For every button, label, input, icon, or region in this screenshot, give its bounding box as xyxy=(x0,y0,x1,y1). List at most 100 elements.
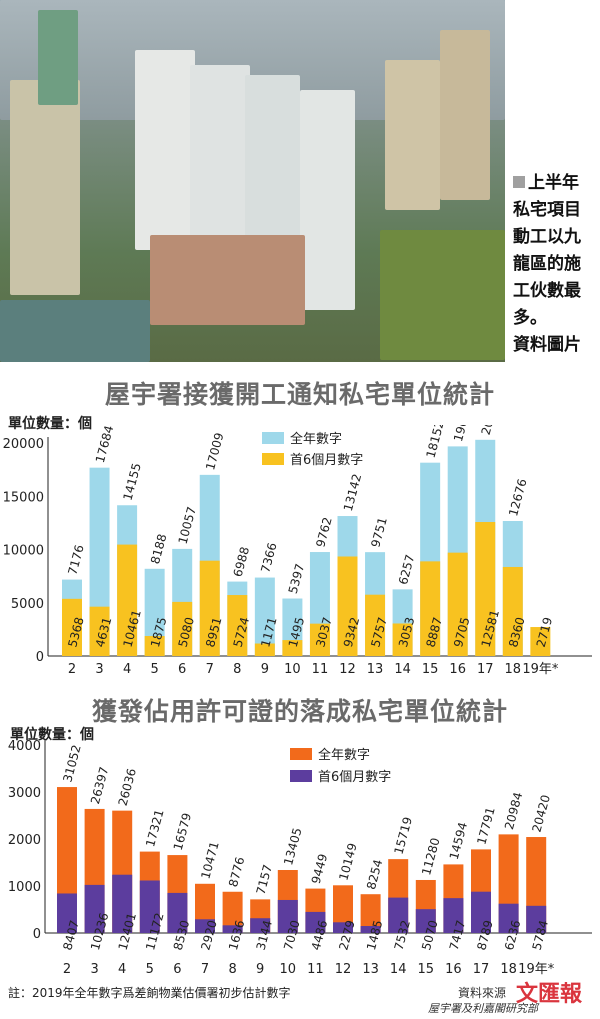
x-tick-label: 17 xyxy=(477,662,494,677)
x-tick-label: 3 xyxy=(95,662,103,677)
footnote: 註：2019年全年數字爲差餉物業估價署初步估計數字 xyxy=(8,986,291,1000)
bar-first-half xyxy=(84,884,105,933)
x-tick-label: 14 xyxy=(390,962,407,977)
legend-label-full-year: 全年數字 xyxy=(318,747,370,763)
bar-first-half xyxy=(57,893,77,933)
bar-full-year xyxy=(333,885,353,933)
y-tick-label: 15000 xyxy=(3,490,44,505)
bar-first-half xyxy=(222,925,243,933)
bar-first-half xyxy=(475,522,496,656)
x-tick-label: 6 xyxy=(178,662,186,677)
bar-first-half xyxy=(282,640,303,656)
caption-line: 多。 xyxy=(513,308,547,328)
bar-first-half xyxy=(139,880,160,933)
full-year-data-label: 9751 xyxy=(368,516,389,549)
full-year-data-label: 16579 xyxy=(171,811,194,852)
full-year-data-label: 12676 xyxy=(506,477,529,518)
x-tick-label: 2 xyxy=(63,962,71,977)
photo-housing-estate xyxy=(0,0,505,362)
caption-line: 資料圖片 xyxy=(513,335,581,355)
top-chart-unit-label: 單位數量：個 xyxy=(8,416,92,432)
full-year-data-label: 13405 xyxy=(281,826,304,867)
bar-first-half xyxy=(89,606,110,656)
bar-first-half xyxy=(498,903,519,933)
full-year-data-label: 13142 xyxy=(341,472,364,513)
x-tick-label: 4 xyxy=(123,662,131,677)
caption-line: 私宅項目 xyxy=(513,200,581,220)
bar-first-half xyxy=(172,601,193,656)
x-tick-label: 6 xyxy=(173,962,181,977)
bar-first-half xyxy=(337,556,358,656)
source-org: 屋宇署及利嘉閣研究部 xyxy=(428,1002,538,1015)
full-year-data-label: 14155 xyxy=(120,462,143,503)
full-year-data-label: 10057 xyxy=(176,505,199,546)
full-year-data-label: 20984 xyxy=(502,791,525,832)
x-tick-label: 10 xyxy=(280,962,297,977)
top-chart: 0500010000150002000071765368217684463131… xyxy=(3,425,592,677)
bar-first-half xyxy=(227,595,248,656)
bar-full-year xyxy=(222,891,243,933)
y-tick-label: 1000 xyxy=(8,880,41,895)
x-tick-label: 7 xyxy=(206,662,214,677)
bar-first-half xyxy=(117,544,138,656)
full-year-data-label: 8776 xyxy=(226,855,247,888)
full-year-data-label: 18152 xyxy=(424,425,447,459)
bar-first-half xyxy=(277,899,298,933)
full-year-data-label: 17791 xyxy=(474,806,497,847)
y-tick-label: 2000 xyxy=(8,833,41,848)
bar-first-half xyxy=(144,636,165,656)
x-tick-label: 7 xyxy=(201,962,209,977)
x-tick-label: 10 xyxy=(284,662,301,677)
x-tick-label: 19年* xyxy=(518,962,555,977)
bar-first-half xyxy=(392,623,413,656)
x-tick-label: 2 xyxy=(68,662,76,677)
full-year-data-label: 20300 xyxy=(479,425,502,437)
full-year-data-label: 26036 xyxy=(116,767,139,808)
x-tick-label: 18 xyxy=(505,662,522,677)
full-year-data-label: 11280 xyxy=(419,836,442,877)
x-tick-label: 13 xyxy=(367,662,384,677)
legend-label-full-year: 全年數字 xyxy=(290,431,342,447)
bar-first-half xyxy=(199,560,220,656)
x-tick-label: 19年* xyxy=(522,662,559,677)
full-year-data-label: 7366 xyxy=(258,541,279,574)
y-tick-label: 4000 xyxy=(8,739,41,754)
x-tick-label: 15 xyxy=(418,962,435,977)
bar-first-half xyxy=(360,926,381,933)
full-year-data-label: 8254 xyxy=(364,858,385,891)
caption-marker-icon xyxy=(513,176,525,188)
x-tick-label: 5 xyxy=(151,662,159,677)
bar-first-half xyxy=(309,623,330,656)
bar-full-year xyxy=(144,568,165,656)
bar-first-half xyxy=(333,922,353,933)
x-tick-label: 9 xyxy=(256,962,264,977)
y-tick-label: 20000 xyxy=(3,437,44,452)
bar-first-half xyxy=(388,897,409,933)
x-tick-label: 15 xyxy=(422,662,439,677)
bar-first-half xyxy=(62,598,82,656)
x-tick-label: 16 xyxy=(445,962,462,977)
full-year-data-label: 9449 xyxy=(309,852,330,885)
x-tick-label: 5 xyxy=(146,962,154,977)
x-tick-label: 14 xyxy=(394,662,411,677)
x-tick-label: 11 xyxy=(312,662,329,677)
photo-caption: 上半年 私宅項目 動工以九 龍區的施 工伙數最 多。 資料圖片 xyxy=(513,170,597,359)
bar-first-half xyxy=(195,919,215,933)
x-tick-label: 11 xyxy=(307,962,324,977)
full-year-data-label: 17321 xyxy=(143,808,166,849)
full-year-data-label: 5397 xyxy=(286,562,307,595)
full-year-data-label: 20420 xyxy=(530,793,553,834)
bottom-chart-title: 獲發佔用許可證的落成私宅單位統計 xyxy=(91,697,508,726)
source-block: 資料來源 文匯報 屋宇署及利嘉閣研究部 xyxy=(428,981,598,1016)
full-year-data-label: 19682 xyxy=(451,425,474,443)
bar-first-half xyxy=(305,911,326,933)
bar-first-half xyxy=(254,643,275,656)
source-label: 資料來源 xyxy=(458,986,507,1000)
full-year-data-label: 26397 xyxy=(88,765,111,806)
caption-line: 動工以九 xyxy=(513,227,581,247)
legend-label-first-half: 首6個月數字 xyxy=(318,770,391,785)
bar-first-half xyxy=(530,627,551,656)
legend-label-first-half: 首6個月數字 xyxy=(290,453,363,468)
full-year-data-label: 6988 xyxy=(231,545,252,578)
